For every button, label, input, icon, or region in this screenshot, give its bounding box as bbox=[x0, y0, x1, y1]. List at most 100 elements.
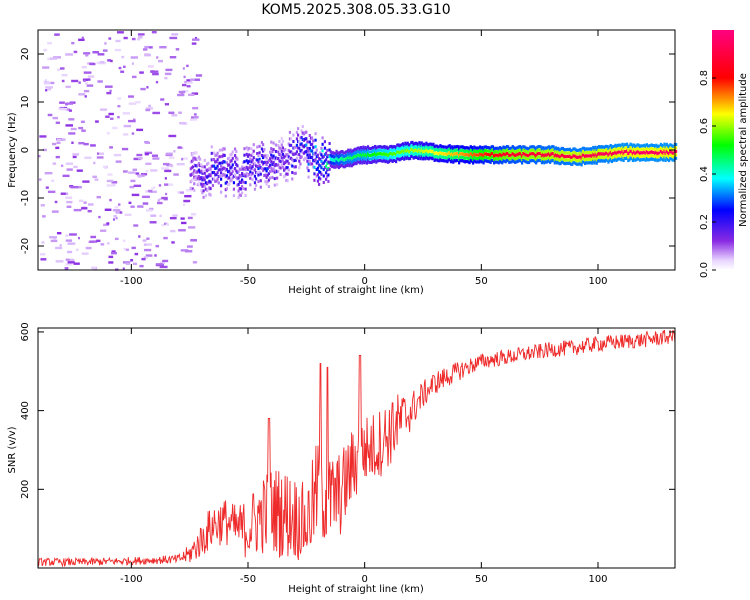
spectrogram-ridge-cell bbox=[208, 192, 211, 196]
spectrogram-ridge-cell bbox=[293, 146, 296, 150]
spectrogram-ridge-cell bbox=[249, 163, 252, 167]
spectrogram-ridge-cell bbox=[453, 159, 456, 163]
spectrogram-ridge-cell bbox=[339, 158, 342, 162]
spectrogram-ridge-cell bbox=[262, 156, 265, 160]
spectrogram-ridge-cell bbox=[381, 149, 384, 153]
spectrogram-ridge-cell bbox=[582, 160, 586, 164]
spectrogram-ridge-cell bbox=[414, 141, 418, 145]
spectrogram-ridge-cell bbox=[522, 145, 525, 149]
spectrogram-noise-cell bbox=[76, 169, 83, 172]
spectrogram-ridge-cell bbox=[544, 156, 547, 160]
spectrogram-noise-cell bbox=[117, 97, 122, 100]
spectrogram-ridge-cell bbox=[571, 159, 574, 163]
spectrogram-ridge-cell bbox=[263, 161, 266, 165]
spectrogram-noise-cell bbox=[168, 164, 173, 167]
spectrogram-noise-cell bbox=[100, 243, 105, 246]
spectrogram-ridge-cell bbox=[193, 182, 196, 186]
spectrogram-noise-cell bbox=[128, 171, 136, 174]
spectrogram-ridge-cell bbox=[628, 154, 631, 158]
spectrogram-ridge-cell bbox=[360, 149, 363, 153]
spectrogram-ridge-cell bbox=[379, 159, 383, 163]
spectrogram-ridge-cell bbox=[670, 143, 673, 147]
spectrogram-ridge-cell bbox=[607, 146, 610, 150]
spectrogram-ridge-cell bbox=[543, 150, 546, 154]
spectrogram-ridge-cell bbox=[481, 159, 484, 163]
spectrogram-ridge-cell bbox=[242, 161, 245, 165]
spectrogram-noise-cell bbox=[144, 248, 152, 252]
spectrogram-ridge-cell bbox=[306, 146, 309, 150]
spectrogram-ridge-cell bbox=[391, 159, 394, 163]
spectrogram-ridge-cell bbox=[564, 148, 567, 152]
spectrogram-ridge-cell bbox=[663, 153, 666, 157]
spectrogram-ridge-cell bbox=[434, 151, 437, 155]
spectrogram-ridge-cell bbox=[288, 156, 292, 160]
spectrogram-ridge-cell bbox=[568, 161, 572, 165]
spectrogram-ridge-cell bbox=[593, 151, 596, 155]
spectrogram-noise-cell bbox=[145, 107, 154, 110]
spectrogram-noise-cell bbox=[109, 146, 113, 149]
spectrogram-ridge-cell bbox=[267, 165, 271, 169]
spectrogram-ridge-cell bbox=[260, 141, 264, 145]
spectrogram-ridge-cell bbox=[230, 159, 233, 163]
colorbar: 0.00.20.40.60.8 Normalized spectral ampl… bbox=[699, 30, 749, 278]
spectrogram-noise-cell bbox=[123, 36, 128, 40]
spectrogram-ridge-cell bbox=[650, 157, 653, 161]
spectrogram-ridge-cell bbox=[264, 180, 267, 184]
spectrogram-ridge-cell bbox=[396, 143, 399, 147]
spectrogram-noise-cell bbox=[73, 165, 78, 169]
spectrogram-ridge-cell bbox=[490, 155, 493, 159]
spectrogram-ridge-cell bbox=[647, 154, 650, 158]
spectrogram-ridge-cell bbox=[456, 155, 460, 159]
spectrogram-ridge-cell bbox=[474, 146, 477, 150]
spectrogram-ridge-cell bbox=[378, 148, 381, 152]
spectrogram-ridge-cell bbox=[557, 146, 560, 150]
spectrogram-noise-cell bbox=[168, 156, 175, 159]
spectrogram-ridge-cell bbox=[335, 163, 338, 167]
spectrogram-ridge-cell bbox=[612, 151, 615, 155]
spectrogram-noise-cell bbox=[78, 126, 84, 130]
spectrogram-noise-cell bbox=[128, 201, 132, 205]
spectrogram-ridge-cell bbox=[294, 171, 297, 175]
spectrogram-ridge-cell bbox=[595, 151, 598, 155]
spectrogram-ridge-cell bbox=[213, 151, 216, 155]
spectrogram-ridge-cell bbox=[452, 157, 455, 161]
spectrogram-ridge-cell bbox=[655, 154, 658, 158]
spectrogram-ridge-cell bbox=[431, 153, 434, 157]
spectrogram-ridge-cell bbox=[267, 172, 271, 176]
spectrogram-ridge-cell bbox=[572, 157, 575, 161]
spectrogram-ridge-cell bbox=[327, 154, 330, 158]
spectrogram-ridge-cell bbox=[258, 151, 261, 155]
spectrogram-ridge-cell bbox=[413, 155, 416, 159]
spectrogram-ridge-cell bbox=[649, 144, 652, 148]
spectrogram-ridge-cell bbox=[433, 152, 436, 156]
spectrogram-noise-cell bbox=[99, 152, 105, 155]
spectrogram-ridge-cell bbox=[587, 147, 590, 151]
spectrogram-ridge-cell bbox=[358, 151, 362, 155]
spectrogram-ridge-cell bbox=[274, 162, 278, 166]
spectrogram-ridge-cell bbox=[356, 160, 359, 164]
spectrogram-ridge-cell bbox=[203, 165, 206, 169]
spectrogram-ridge-cell bbox=[314, 132, 317, 136]
spectrogram-ridge-cell bbox=[525, 157, 528, 161]
spectrogram-ridge-cell bbox=[621, 156, 624, 160]
spectrogram-ridge-cell bbox=[449, 156, 453, 160]
spectrogram-noise-cell bbox=[83, 142, 89, 146]
spectrogram-ridge-cell bbox=[664, 145, 667, 149]
spectrogram-ridge-cell bbox=[266, 173, 269, 177]
spectrogram-noise-cell bbox=[115, 39, 121, 43]
spectrogram-noise-cell bbox=[65, 108, 71, 111]
spectrogram-ridge-cell bbox=[227, 157, 230, 161]
spectrogram-ridge-cell bbox=[293, 165, 296, 169]
spectrogram-ridge-cell bbox=[637, 154, 640, 158]
spectrogram-noise-cell bbox=[84, 156, 92, 159]
spectrogram-ridge-cell bbox=[602, 152, 605, 156]
spectrogram-ridge-cell bbox=[624, 150, 628, 154]
spectrogram-ridge-cell bbox=[375, 146, 378, 150]
spectrogram-ridge-cell bbox=[437, 152, 440, 156]
spectrogram-ridge-cell bbox=[644, 148, 647, 152]
spectrogram-noise-cell bbox=[94, 178, 99, 181]
spectrogram-ridge-cell bbox=[286, 179, 289, 183]
spectrogram-ridge-cell bbox=[619, 150, 622, 154]
spectrogram-ridge-cell bbox=[312, 139, 315, 143]
